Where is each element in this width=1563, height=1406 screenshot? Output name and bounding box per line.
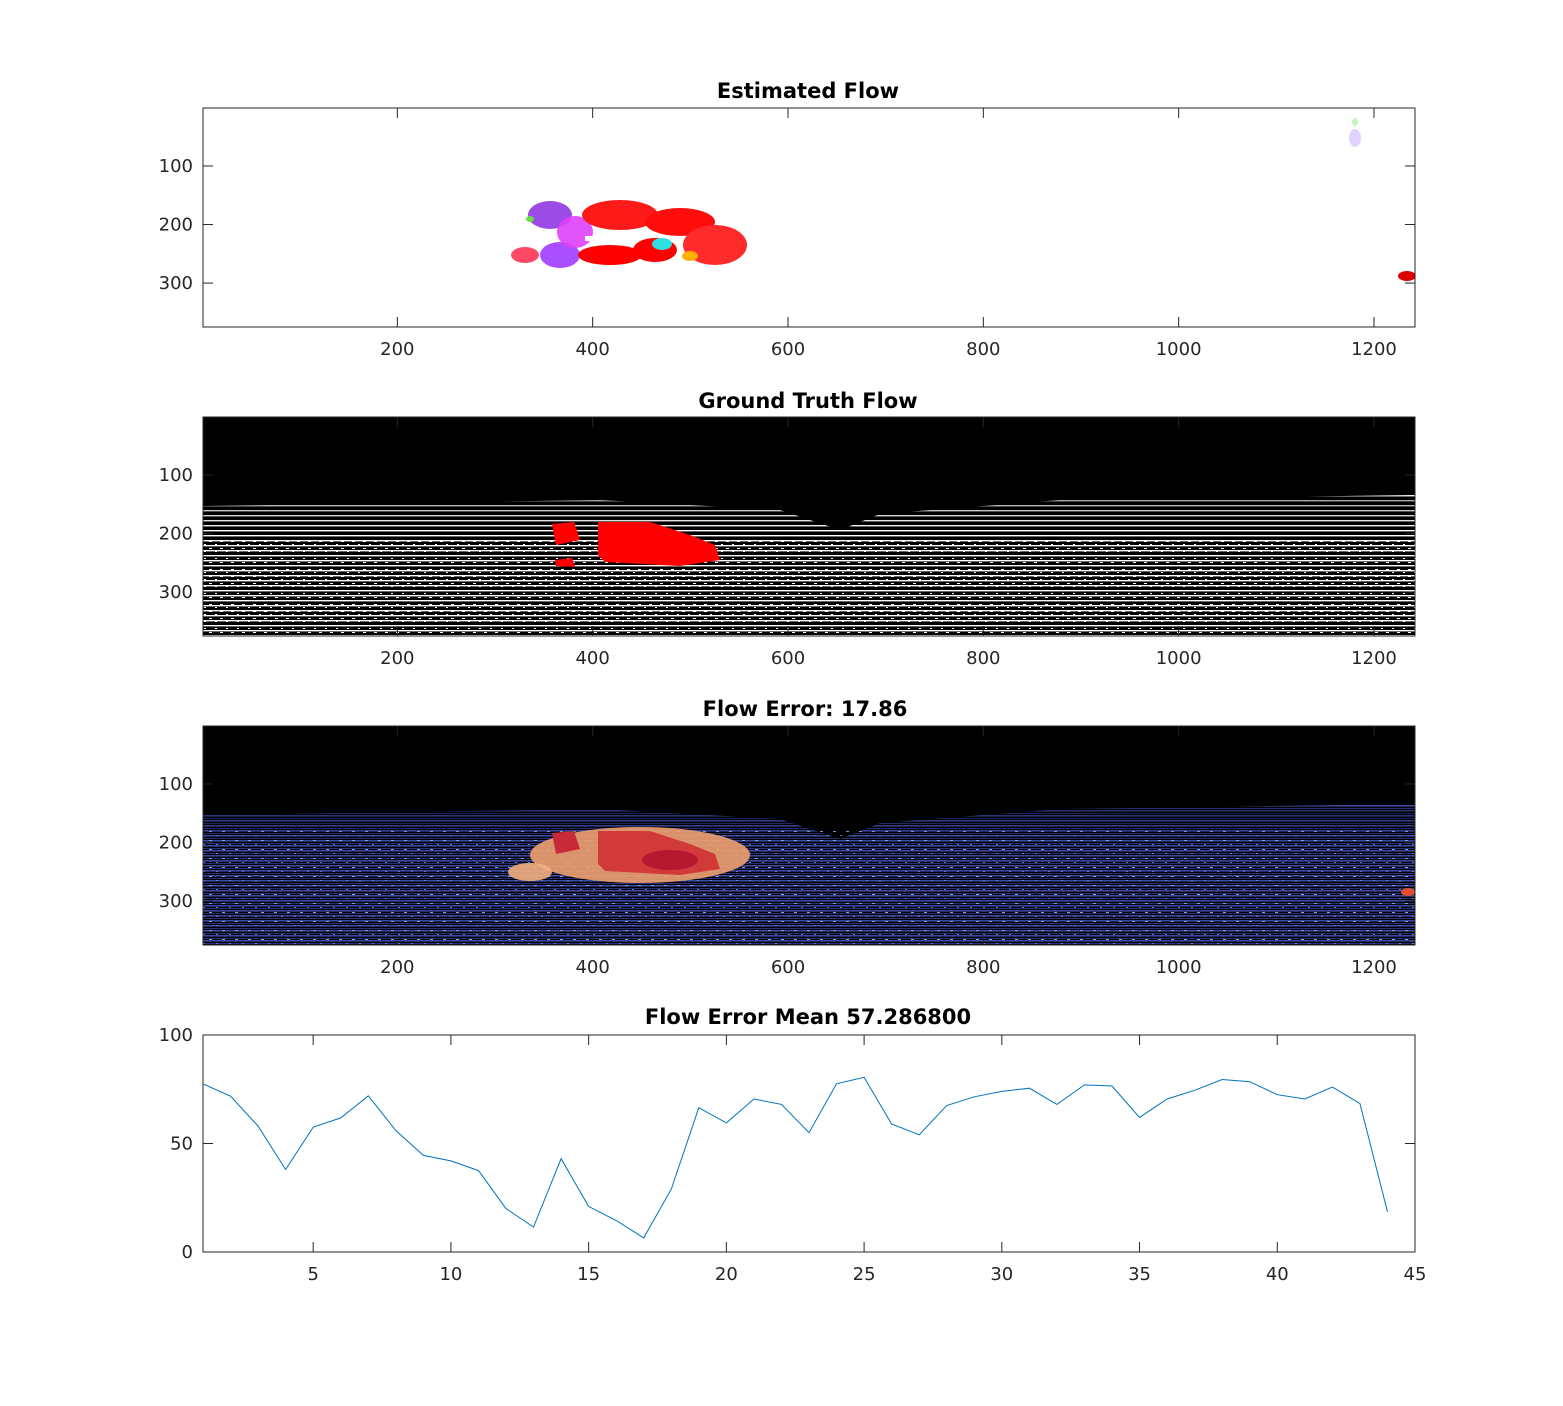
y-tick-label: 200 [159, 215, 193, 236]
y-tick-label: 100 [159, 465, 193, 486]
ground-truth-flow-title: Ground Truth Flow [698, 389, 917, 413]
x-tick-label: 800 [966, 648, 1000, 669]
x-tick-label: 30 [990, 1264, 1013, 1285]
y-tick-label: 200 [159, 524, 193, 545]
line-chart-y-axis: 0 50 100 [159, 1025, 1415, 1263]
x-tick-label: 600 [771, 339, 805, 360]
estimated-flow-panel: Estimated Flow 200 400 600 800 1000 1200 100 2… [159, 79, 1416, 360]
y-tick-label: 200 [159, 833, 193, 854]
ground-truth-flow-y-axis: 100 200 300 [159, 465, 1415, 603]
y-tick-label: 50 [170, 1134, 193, 1155]
x-tick-label: 200 [380, 648, 414, 669]
y-tick-label: 100 [159, 1025, 193, 1046]
x-tick-label: 45 [1404, 1264, 1427, 1285]
x-tick-label: 1200 [1351, 339, 1397, 360]
ground-truth-flow-panel: Ground Truth Flow 200 400 600 800 1000 1200 1… [159, 389, 1416, 669]
estimated-flow-image [511, 118, 1415, 281]
y-tick-label: 100 [159, 156, 193, 177]
flow-error-y-axis: 100 200 300 [159, 774, 1415, 912]
x-tick-label: 600 [771, 648, 805, 669]
line-chart-frame [202, 1034, 1416, 1253]
y-tick-label: 0 [182, 1242, 193, 1263]
y-tick-label: 100 [159, 774, 193, 795]
flow-error-frame [202, 725, 1416, 946]
estimated-flow-frame [202, 107, 1416, 328]
x-tick-label: 400 [575, 648, 609, 669]
y-tick-label: 300 [159, 891, 193, 912]
y-tick-label: 300 [159, 582, 193, 603]
flow-error-image [203, 804, 1415, 945]
x-tick-label: 40 [1266, 1264, 1289, 1285]
x-tick-label: 1000 [1156, 957, 1202, 978]
x-tick-label: 15 [577, 1264, 600, 1285]
line-chart-x-axis: 5 10 15 20 25 30 35 40 45 [307, 1035, 1426, 1285]
x-tick-label: 200 [380, 957, 414, 978]
x-tick-label: 800 [966, 339, 1000, 360]
x-tick-label: 25 [853, 1264, 876, 1285]
x-tick-label: 1000 [1156, 339, 1202, 360]
x-tick-label: 1000 [1156, 648, 1202, 669]
ground-truth-flow-x-axis: 200 400 600 800 1000 1200 [380, 417, 1397, 669]
x-tick-label: 400 [575, 339, 609, 360]
y-tick-label: 300 [159, 273, 193, 294]
x-tick-label: 10 [439, 1264, 462, 1285]
estimated-flow-title: Estimated Flow [717, 79, 899, 103]
x-tick-label: 20 [715, 1264, 738, 1285]
line-chart-title: Flow Error Mean 57.286800 [645, 1005, 971, 1029]
flow-error-panel: Flow Error: 17.86 200 400 600 800 1000 1200 1… [159, 697, 1416, 978]
x-tick-label: 35 [1128, 1264, 1151, 1285]
x-tick-label: 1200 [1351, 957, 1397, 978]
x-tick-label: 200 [380, 339, 414, 360]
flow-error-title: Flow Error: 17.86 [703, 697, 908, 721]
estimated-flow-x-axis: 200 400 600 800 1000 1200 [380, 108, 1397, 360]
flow-error-mean-panel: Flow Error Mean 57.286800 5 10 15 20 25 30 35 4… [159, 1005, 1427, 1285]
estimated-flow-image-bg [203, 108, 1415, 327]
x-tick-label: 400 [575, 957, 609, 978]
x-tick-label: 600 [771, 957, 805, 978]
ground-truth-flow-frame [202, 416, 1416, 637]
flow-error-x-axis: 200 400 600 800 1000 1200 [380, 726, 1397, 978]
ground-truth-flow-image [203, 495, 1415, 636]
x-tick-label: 800 [966, 957, 1000, 978]
estimated-flow-y-axis: 100 200 300 [159, 156, 1415, 294]
x-tick-label: 5 [307, 1264, 318, 1285]
x-tick-label: 1200 [1351, 648, 1397, 669]
flow-error-series-line [203, 1076, 1388, 1239]
